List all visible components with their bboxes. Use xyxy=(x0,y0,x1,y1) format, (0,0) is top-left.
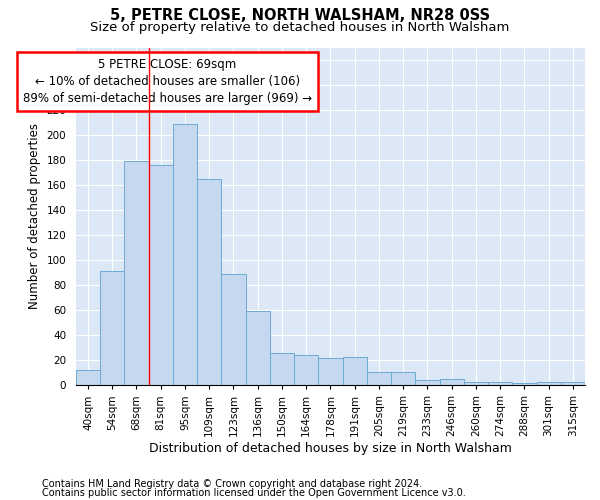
Bar xyxy=(343,356,367,386)
Bar xyxy=(561,382,585,386)
Bar xyxy=(221,274,245,386)
Bar xyxy=(440,379,464,386)
Bar xyxy=(391,372,415,386)
Bar xyxy=(294,356,319,386)
Bar xyxy=(149,165,173,386)
Bar xyxy=(512,383,536,386)
Bar xyxy=(173,124,197,386)
Bar xyxy=(76,370,100,386)
Text: Contains public sector information licensed under the Open Government Licence v3: Contains public sector information licen… xyxy=(42,488,466,498)
Bar xyxy=(464,382,488,386)
Bar xyxy=(415,380,440,386)
Y-axis label: Number of detached properties: Number of detached properties xyxy=(28,124,41,310)
X-axis label: Distribution of detached houses by size in North Walsham: Distribution of detached houses by size … xyxy=(149,442,512,455)
Text: Size of property relative to detached houses in North Walsham: Size of property relative to detached ho… xyxy=(91,21,509,34)
Bar xyxy=(124,162,149,386)
Text: 5, PETRE CLOSE, NORTH WALSHAM, NR28 0SS: 5, PETRE CLOSE, NORTH WALSHAM, NR28 0SS xyxy=(110,8,490,22)
Bar xyxy=(536,382,561,386)
Bar xyxy=(488,382,512,386)
Bar xyxy=(245,312,270,386)
Bar xyxy=(270,353,294,386)
Bar xyxy=(367,372,391,386)
Text: Contains HM Land Registry data © Crown copyright and database right 2024.: Contains HM Land Registry data © Crown c… xyxy=(42,479,422,489)
Bar xyxy=(197,179,221,386)
Bar xyxy=(100,272,124,386)
Bar xyxy=(319,358,343,386)
Text: 5 PETRE CLOSE: 69sqm
← 10% of detached houses are smaller (106)
89% of semi-deta: 5 PETRE CLOSE: 69sqm ← 10% of detached h… xyxy=(23,58,312,104)
